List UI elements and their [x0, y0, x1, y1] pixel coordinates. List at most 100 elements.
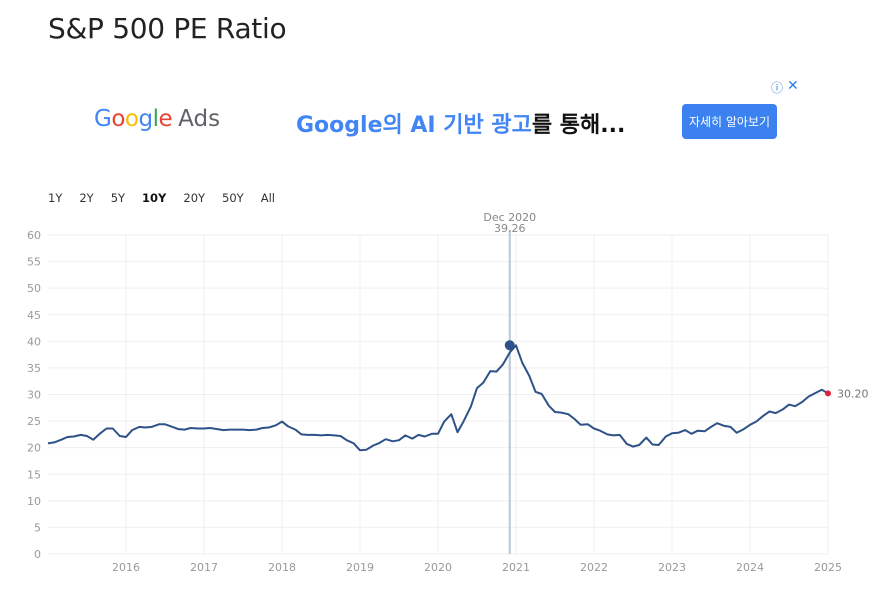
- data-point: [170, 425, 172, 427]
- data-point: [768, 410, 770, 412]
- data-point: [339, 435, 341, 437]
- data-point: [222, 429, 224, 431]
- data-point: [794, 405, 796, 407]
- data-point: [80, 434, 82, 436]
- data-point: [294, 428, 296, 430]
- data-point: [236, 428, 238, 430]
- range-button-1y[interactable]: 1Y: [48, 191, 63, 205]
- data-point: [606, 433, 608, 435]
- data-point: [521, 361, 523, 363]
- data-point: [248, 429, 250, 431]
- data-point: [502, 364, 504, 366]
- data-point: [638, 444, 640, 446]
- y-tick-label: 50: [27, 282, 41, 295]
- data-point: [716, 422, 718, 424]
- x-tick-label: 2021: [502, 561, 530, 574]
- data-point: [99, 432, 101, 434]
- data-point: [749, 424, 751, 426]
- data-point: [476, 387, 478, 389]
- data-point: [470, 406, 472, 408]
- range-button-10y[interactable]: 10Y: [142, 191, 167, 205]
- data-point: [105, 427, 107, 429]
- ad-headline-highlight: Google의 AI 기반 광고: [296, 113, 532, 138]
- range-button-50y[interactable]: 50Y: [222, 191, 244, 205]
- data-point: [723, 425, 725, 427]
- data-point: [197, 427, 199, 429]
- data-point: [424, 435, 426, 437]
- data-point: [671, 432, 673, 434]
- range-button-2y[interactable]: 2Y: [79, 191, 94, 205]
- data-point: [417, 434, 419, 436]
- y-tick-label: 35: [27, 362, 41, 375]
- data-point: [755, 420, 757, 422]
- data-point: [183, 428, 185, 430]
- last-value-marker: [825, 390, 831, 397]
- data-point: [612, 434, 614, 436]
- data-point: [651, 443, 653, 445]
- data-point: [138, 426, 140, 428]
- range-button-20y[interactable]: 20Y: [183, 191, 206, 205]
- data-point: [112, 427, 114, 429]
- google-logo-text: Google: [94, 106, 173, 132]
- data-point: [119, 435, 121, 437]
- data-point: [658, 444, 660, 446]
- y-tick-label: 40: [27, 335, 41, 348]
- data-point: [177, 428, 179, 430]
- data-point: [482, 382, 484, 384]
- ads-logo-text: Ads: [178, 106, 221, 132]
- ad-headline[interactable]: Google의 AI 기반 광고를 통해...: [296, 107, 625, 139]
- data-point: [560, 411, 562, 413]
- range-button-5y[interactable]: 5Y: [110, 191, 126, 205]
- data-point: [775, 412, 777, 414]
- data-point: [151, 426, 153, 428]
- data-point: [275, 424, 277, 426]
- x-tick-label: 2022: [580, 561, 608, 574]
- data-point: [710, 426, 712, 428]
- x-tick-label: 2018: [268, 561, 296, 574]
- y-tick-label: 30: [27, 389, 41, 402]
- x-tick-label: 2025: [814, 561, 842, 574]
- y-tick-label: 25: [27, 415, 41, 428]
- data-point: [697, 430, 699, 432]
- data-point: [567, 413, 569, 415]
- data-point: [684, 429, 686, 431]
- data-point: [554, 411, 556, 413]
- data-point: [392, 440, 394, 442]
- data-point: [92, 439, 94, 441]
- y-tick-label: 5: [34, 521, 41, 534]
- data-point: [203, 427, 205, 429]
- data-point: [255, 428, 257, 430]
- data-point: [372, 444, 374, 446]
- y-tick-label: 45: [27, 309, 41, 322]
- data-point: [398, 439, 400, 441]
- data-point: [144, 426, 146, 428]
- close-icon[interactable]: ✕: [787, 77, 799, 93]
- data-point: [229, 428, 231, 430]
- y-tick-label: 0: [34, 548, 41, 561]
- data-point: [73, 435, 75, 437]
- last-value-label: 30.20: [837, 387, 869, 400]
- data-point: [626, 443, 628, 445]
- data-point: [216, 428, 218, 430]
- y-tick-label: 20: [27, 442, 41, 455]
- range-button-all[interactable]: All: [260, 191, 275, 205]
- data-point: [60, 439, 62, 441]
- data-point: [431, 433, 433, 435]
- data-point: [801, 401, 803, 403]
- data-point: [209, 427, 211, 429]
- data-point: [365, 449, 367, 451]
- info-icon[interactable]: ⓘ: [771, 81, 784, 95]
- google-ads-logo: Google Ads: [94, 106, 220, 132]
- data-point: [729, 426, 731, 428]
- data-point: [515, 344, 517, 346]
- data-point: [353, 442, 355, 444]
- data-point: [443, 420, 445, 422]
- data-point: [53, 441, 55, 443]
- ad-headline-rest: 를 통해...: [531, 113, 626, 138]
- x-tick-label: 2023: [658, 561, 686, 574]
- data-point: [314, 434, 316, 436]
- learn-more-button[interactable]: 자세히 알아보기: [682, 104, 777, 139]
- data-point: [190, 427, 192, 429]
- data-point: [333, 434, 335, 436]
